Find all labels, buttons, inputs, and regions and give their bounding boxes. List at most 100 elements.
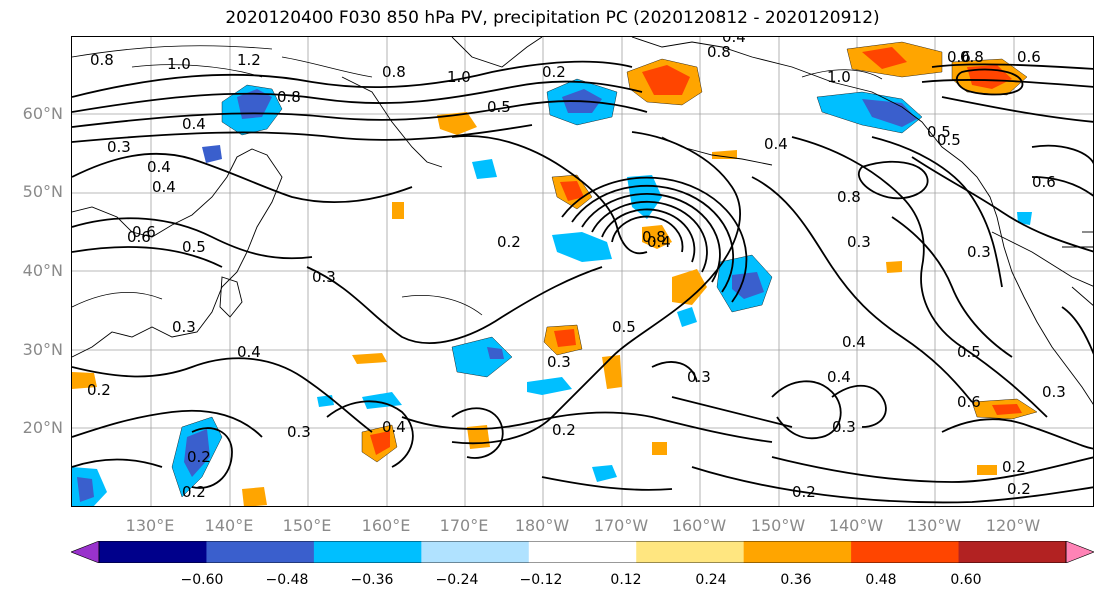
colorbar-cell	[206, 541, 315, 563]
contour-label: 0.3	[847, 233, 871, 251]
lat-label-40n: 40°N	[22, 261, 63, 280]
contour-label: 0.4	[152, 178, 176, 196]
contour-label: 0.5	[182, 238, 206, 256]
colorbar-cell	[313, 541, 422, 563]
contour-label: 1.2	[237, 51, 261, 69]
contour-label: 0.6	[1032, 173, 1056, 191]
contour-label: 0.5	[612, 318, 636, 336]
contour-label: 0.4	[842, 333, 866, 351]
contour-label: 1.0	[827, 68, 851, 86]
colorbar-tick-label: −0.24	[435, 572, 479, 588]
contour-label: 0.2	[542, 63, 566, 81]
colorbar-cell	[851, 541, 960, 563]
coastlines	[72, 37, 1093, 405]
colorbar-tick-label: 0.36	[780, 572, 812, 588]
colorbar-extend-high	[1065, 540, 1095, 564]
contour-label: 0.5	[957, 343, 981, 361]
contour-label: 0.6	[957, 393, 981, 411]
contour-label: 0.3	[287, 423, 311, 441]
colorbar-cell	[99, 541, 207, 563]
lon-label-130w: 130°W	[906, 516, 962, 535]
contour-label: 0.8	[707, 43, 731, 61]
contour-label: 0.4	[722, 37, 746, 46]
contour-label: 0.3	[687, 368, 711, 386]
colorbar-cell	[528, 541, 637, 563]
contour-label: 0.3	[967, 243, 991, 261]
contour-label: 1.0	[447, 68, 471, 86]
contour-label: 0.4	[182, 115, 206, 133]
contour-label: 0.8	[642, 228, 666, 246]
colorbar-cell	[958, 541, 1067, 563]
contour-label: 0.2	[87, 381, 111, 399]
lon-label-150w: 150°W	[750, 516, 806, 535]
lat-label-30n: 30°N	[22, 340, 63, 359]
contour-label: 0.5	[937, 131, 961, 149]
contour-label: 0.8	[960, 48, 984, 66]
lon-label-130e: 130°E	[125, 516, 175, 535]
contour-label: 0.2	[497, 233, 521, 251]
lat-label-60n: 60°N	[22, 104, 63, 123]
contour-label: 1.0	[167, 55, 191, 73]
colorbar-tick-label: 0.48	[865, 572, 897, 588]
colorbar-cell	[636, 541, 745, 563]
lon-label-150e: 150°E	[282, 516, 332, 535]
lat-label-20n: 20°N	[22, 418, 63, 437]
contour-label: 0.4	[647, 233, 671, 251]
map-title: 2020120400 F030 850 hPa PV, precipitatio…	[225, 8, 880, 28]
lon-label-160e: 160°E	[361, 516, 411, 535]
contour-label: 0.4	[827, 368, 851, 386]
colorbar-svg	[70, 540, 1095, 564]
contour-label: 0.3	[1042, 383, 1066, 401]
contour-label: 0.3	[172, 318, 196, 336]
lon-label-160w: 160°W	[671, 516, 727, 535]
contour-label: 0.5	[927, 123, 951, 141]
contour-label: 0.2	[187, 448, 211, 466]
colorbar-extend-low	[70, 540, 100, 564]
colorbar-tick-label: −0.60	[180, 572, 224, 588]
lon-label-120w: 120°W	[985, 516, 1041, 535]
contour-labels: 0.8 1.0 1.2 0.8 0.4 0.8 1.0 0.2 0.4 0.8 …	[87, 37, 1066, 501]
contour-label: 0.6	[947, 48, 971, 66]
contour-label: 0.3	[312, 268, 336, 286]
contour-label: 0.6	[1017, 48, 1041, 66]
contour-label: 0.2	[1007, 480, 1031, 498]
contour-label: 0.2	[792, 483, 816, 501]
contour-label: 0.8	[90, 51, 114, 69]
contour-label: 0.3	[547, 353, 571, 371]
colorbar-tick-label: −0.36	[350, 572, 394, 588]
colorbar-tick-label: 0.60	[950, 572, 982, 588]
lon-label-170e: 170°E	[439, 516, 489, 535]
map-svg: 0.8 1.0 1.2 0.8 0.4 0.8 1.0 0.2 0.4 0.8 …	[72, 37, 1093, 506]
contour-label: 0.8	[382, 63, 406, 81]
colorbar-tick-label: 0.24	[695, 572, 727, 588]
contour-label: 0.8	[277, 88, 301, 106]
pv-contours-thin	[72, 45, 883, 316]
contour-label: 0.5	[487, 98, 511, 116]
precip-negative-areas	[72, 78, 1032, 506]
lon-label-180w: 180°W	[514, 516, 570, 535]
pv-contours	[72, 60, 1093, 504]
lon-label-140w: 140°W	[828, 516, 884, 535]
contour-label: 0.2	[552, 421, 576, 439]
contour-label: 0.6	[127, 228, 151, 246]
contour-label: 0.8	[837, 188, 861, 206]
contour-label: 0.6	[132, 223, 156, 241]
contour-label: 0.4	[382, 418, 406, 436]
colorbar	[70, 540, 1095, 564]
colorbar-tick-label: −0.48	[265, 572, 309, 588]
map-panel: 0.8 1.0 1.2 0.8 0.4 0.8 1.0 0.2 0.4 0.8 …	[71, 36, 1094, 507]
contour-label: 0.2	[1002, 458, 1026, 476]
contour-label: 0.3	[107, 138, 131, 156]
contour-label: 0.4	[764, 135, 788, 153]
colorbar-tick-label: −0.12	[519, 572, 563, 588]
contour-label: 0.2	[182, 483, 206, 501]
lon-label-140e: 140°E	[204, 516, 254, 535]
contour-label: 0.3	[832, 418, 856, 436]
colorbar-tick-label: 0.12	[610, 572, 642, 588]
colorbar-cell	[421, 541, 530, 563]
colorbar-cell	[743, 541, 852, 563]
lon-label-170w: 170°W	[593, 516, 649, 535]
contour-label: 0.4	[147, 158, 171, 176]
contour-label: 0.4	[237, 343, 261, 361]
lat-label-50n: 50°N	[22, 182, 63, 201]
